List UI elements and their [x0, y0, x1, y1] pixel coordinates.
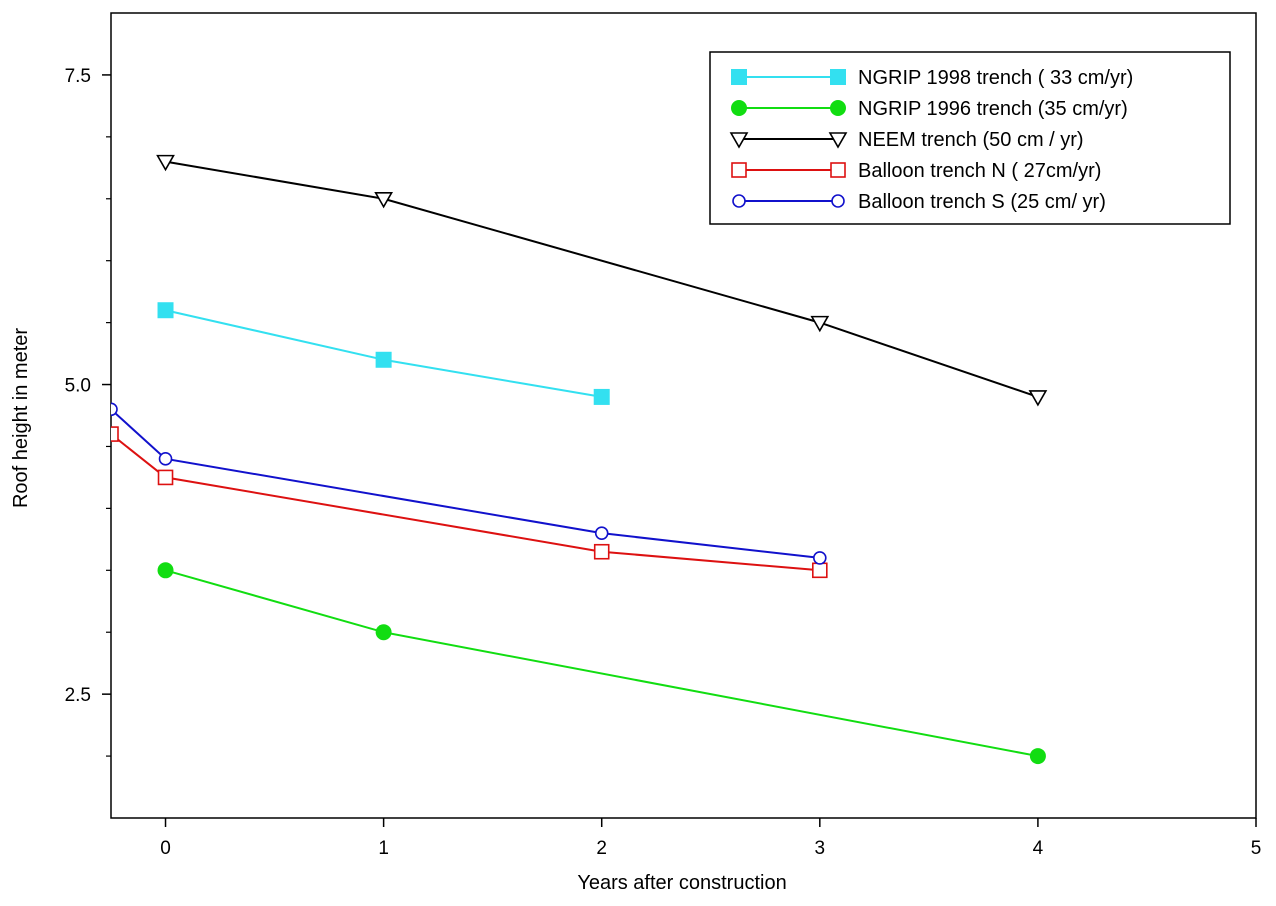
data-point [594, 526, 609, 540]
data-point [812, 562, 828, 579]
legend-label: NEEM trench (50 cm / yr) [858, 129, 1084, 151]
legend-marker [830, 100, 846, 116]
y-tick-label: 7.5 [65, 66, 91, 87]
series-ngrip-1996-trench-35-cm-yr [157, 562, 1046, 765]
y-tick-label: 5.0 [65, 376, 91, 397]
series-line [111, 408, 820, 559]
legend-item: Balloon trench S (25 cm/ yr) [732, 191, 1106, 213]
legend-item: NGRIP 1998 trench ( 33 cm/yr) [731, 67, 1133, 89]
legend: NGRIP 1998 trench ( 33 cm/yr) NGRIP 1996 … [709, 51, 1231, 225]
data-point [375, 624, 392, 641]
y-tick-label: 2.5 [65, 685, 91, 706]
legend-marker [731, 69, 747, 85]
x-tick-label: 3 [815, 838, 826, 859]
series-neem-trench-50-cm-yr [156, 154, 1048, 407]
legend-marker [729, 132, 749, 149]
data-point [375, 351, 392, 368]
legend-label: Balloon trench N ( 27cm/yr) [858, 160, 1101, 182]
legend-marker [732, 194, 746, 208]
x-axis-title: Years after construction [577, 872, 786, 894]
x-tick-label: 4 [1033, 838, 1044, 859]
x-tick-label: 5 [1251, 838, 1262, 859]
series-balloon-trench-s-25-cm-yr [111, 402, 827, 565]
data-point [810, 315, 830, 333]
data-point [157, 562, 174, 579]
data-point [111, 402, 118, 417]
legend-marker [828, 132, 848, 149]
legend-label: NGRIP 1996 trench (35 cm/yr) [858, 98, 1128, 120]
legend-marker [830, 162, 846, 178]
data-point [111, 426, 119, 442]
data-point [593, 543, 610, 560]
legend-marker [731, 100, 747, 116]
legend-marker [731, 162, 747, 178]
legend-label: Balloon trench S (25 cm/ yr) [858, 191, 1106, 213]
legend-marker [831, 194, 845, 208]
series-line [165, 569, 1039, 758]
series-ngrip-1998-trench-33-cm-yr [157, 302, 610, 405]
y-axis-title: Roof height in meter [10, 328, 32, 508]
data-point [813, 551, 827, 565]
x-tick-label: 0 [160, 838, 171, 859]
data-point [1028, 390, 1048, 407]
series-line [165, 160, 1039, 398]
data-point [157, 302, 174, 319]
data-point [1029, 748, 1046, 765]
series-layer [111, 154, 1048, 765]
legend-label: NGRIP 1998 trench ( 33 cm/yr) [858, 67, 1133, 89]
legend-item: Balloon trench N ( 27cm/yr) [731, 160, 1101, 182]
series-balloon-trench-n-27cm-yr [111, 426, 828, 579]
legend-item: NGRIP 1996 trench (35 cm/yr) [731, 98, 1128, 120]
data-point [157, 469, 174, 486]
legend-marker [830, 69, 846, 85]
series-line [111, 433, 820, 572]
data-point [374, 191, 393, 209]
legend-item: NEEM trench (50 cm / yr) [729, 129, 1084, 151]
x-tick-label: 2 [596, 838, 607, 859]
axes: 0 1 2 3 4 5 2.5 5.0 7.5 [65, 12, 1262, 859]
data-point [158, 452, 173, 466]
x-tick-label: 1 [378, 838, 389, 859]
data-point [156, 154, 175, 172]
data-point [593, 388, 610, 405]
